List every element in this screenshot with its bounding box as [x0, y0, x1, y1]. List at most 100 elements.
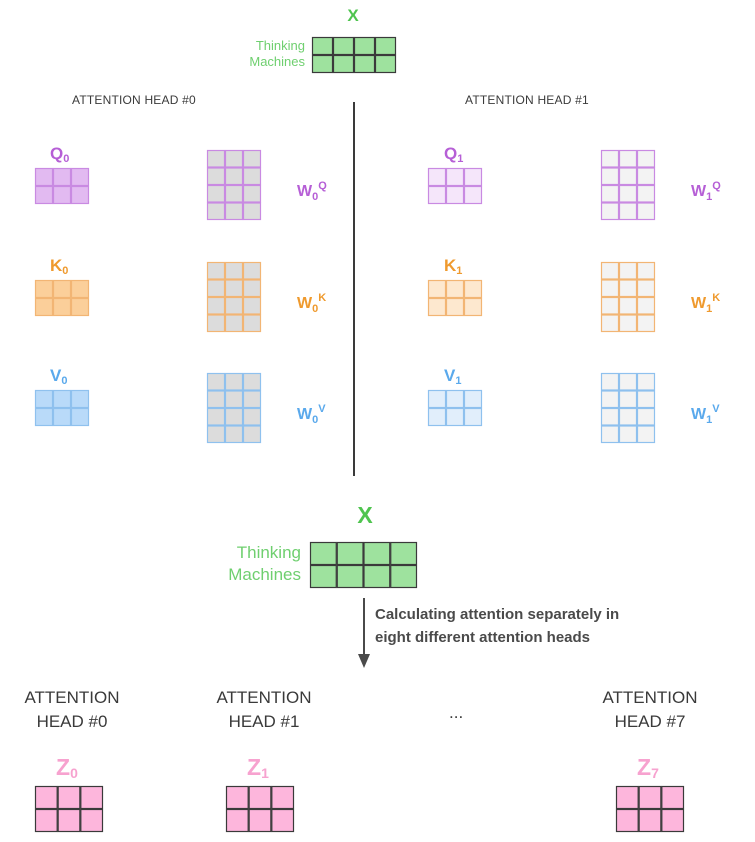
matrix-cell	[34, 389, 54, 409]
matrix-cell	[390, 541, 418, 566]
head1-wk-label: W1K	[691, 292, 721, 315]
matrix-cell	[242, 261, 262, 280]
head1-wk-matrix	[600, 261, 656, 333]
head0-wq-matrix	[206, 149, 262, 221]
matrix-cell	[618, 390, 638, 409]
matrix-cell	[615, 785, 639, 810]
matrix-cell	[636, 202, 656, 221]
matrix-cell	[52, 167, 72, 187]
matrix-cell	[463, 407, 483, 427]
matrix-cell	[242, 167, 262, 186]
matrix-cell	[242, 372, 262, 391]
matrix-cell	[636, 167, 656, 186]
matrix-cell	[600, 149, 620, 168]
matrix-cell	[445, 297, 465, 317]
matrix-cell	[463, 297, 483, 317]
matrix-cell	[463, 389, 483, 409]
matrix-cell	[390, 564, 418, 589]
matrix-cell	[242, 202, 262, 221]
matrix-cell	[224, 167, 244, 186]
matrix-cell	[363, 564, 391, 589]
matrix-cell	[224, 202, 244, 221]
matrix-cell	[336, 564, 364, 589]
head0-wq-label: W0Q	[297, 180, 327, 203]
matrix-cell	[618, 407, 638, 426]
head-divider	[353, 102, 355, 476]
head1-wv-matrix	[600, 372, 656, 444]
matrix-cell	[206, 279, 226, 298]
matrix-cell	[224, 390, 244, 409]
matrix-cell	[427, 185, 447, 205]
z1-label: Z1	[247, 754, 269, 781]
matrix-cell	[661, 785, 685, 810]
matrix-cell	[353, 54, 376, 74]
head0-v-matrix	[34, 389, 90, 427]
matrix-cell	[70, 297, 90, 317]
head0-q-label: Q0	[50, 144, 70, 165]
matrix-cell	[309, 564, 337, 589]
matrix-cell	[636, 390, 656, 409]
matrix-cell	[309, 541, 337, 566]
matrix-cell	[206, 261, 226, 280]
matrix-cell	[636, 425, 656, 444]
matrix-cell	[600, 296, 620, 315]
z7-matrix	[615, 785, 685, 833]
matrix-cell	[242, 390, 262, 409]
matrix-cell	[34, 407, 54, 427]
head1-v-matrix	[427, 389, 483, 427]
matrix-cell	[636, 296, 656, 315]
head0-v-label: V0	[50, 366, 68, 387]
head1-wv-label: W1V	[691, 403, 720, 426]
head1-wq-matrix	[600, 149, 656, 221]
matrix-cell	[224, 407, 244, 426]
matrix-cell	[374, 36, 397, 56]
matrix-cell	[225, 785, 249, 810]
matrix-cell	[618, 279, 638, 298]
matrix-cell	[224, 296, 244, 315]
matrix-cell	[600, 425, 620, 444]
matrix-cell	[224, 425, 244, 444]
matrix-cell	[248, 808, 272, 833]
matrix-cell	[57, 785, 81, 810]
matrix-cell	[224, 261, 244, 280]
matrix-cell	[600, 202, 620, 221]
matrix-cell	[206, 314, 226, 333]
matrix-cell	[311, 36, 334, 56]
matrix-cell	[618, 425, 638, 444]
matrix-cell	[224, 149, 244, 168]
z1-matrix	[225, 785, 295, 833]
head1-q-matrix	[427, 167, 483, 205]
head0-k-matrix	[34, 279, 90, 317]
top-x-matrix	[311, 36, 397, 74]
z0-label: Z0	[56, 754, 78, 781]
head0-wv-matrix	[206, 372, 262, 444]
matrix-cell	[618, 202, 638, 221]
matrix-cell	[600, 407, 620, 426]
matrix-cell	[618, 372, 638, 391]
top-word-thinking: Thinking	[255, 38, 305, 53]
arrow-note-line1: Calculating attention separately in	[375, 606, 620, 623]
matrix-cell	[445, 279, 465, 299]
matrix-cell	[70, 279, 90, 299]
matrix-cell	[618, 184, 638, 203]
matrix-cell	[271, 785, 295, 810]
matrix-cell	[600, 184, 620, 203]
matrix-cell	[363, 541, 391, 566]
matrix-cell	[225, 808, 249, 833]
matrix-cell	[427, 167, 447, 187]
matrix-cell	[206, 407, 226, 426]
arrow-note-line2: eight different attention heads	[375, 629, 591, 646]
bottom-head1-title: ATTENTION HEAD #1	[216, 688, 312, 731]
matrix-cell	[206, 390, 226, 409]
matrix-cell	[463, 185, 483, 205]
matrix-cell	[242, 407, 262, 426]
matrix-cell	[374, 54, 397, 74]
bottom-head7-title: ATTENTION HEAD #7	[602, 688, 698, 731]
matrix-cell	[661, 808, 685, 833]
head0-k-label: K0	[50, 256, 69, 277]
matrix-cell	[52, 185, 72, 205]
head0-q-matrix	[34, 167, 90, 205]
matrix-cell	[224, 184, 244, 203]
matrix-cell	[445, 407, 465, 427]
matrix-cell	[445, 389, 465, 409]
